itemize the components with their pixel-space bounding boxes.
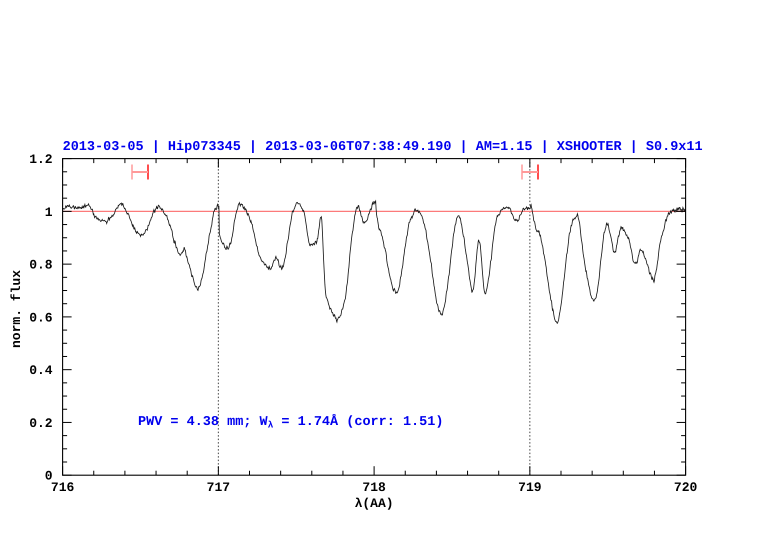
- svg-text:1: 1: [45, 205, 53, 220]
- svg-text:0.8: 0.8: [29, 258, 53, 273]
- svg-text:PWV = 4.38 mm; Wλ = 1.74Å (cor: PWV = 4.38 mm; Wλ = 1.74Å (corr: 1.51): [138, 413, 443, 431]
- svg-text:718: 718: [362, 480, 386, 495]
- svg-text:1.2: 1.2: [29, 152, 53, 167]
- svg-text:0: 0: [45, 469, 53, 484]
- svg-text:0.2: 0.2: [29, 416, 53, 431]
- svg-text:norm. flux: norm. flux: [9, 270, 24, 348]
- svg-text:717: 717: [207, 480, 230, 495]
- svg-text:720: 720: [674, 480, 698, 495]
- svg-text:0.6: 0.6: [29, 310, 53, 325]
- svg-text:2013-03-05 | Hip073345 | 2013-: 2013-03-05 | Hip073345 | 2013-03-06T07:3…: [63, 140, 703, 155]
- svg-text:λ(AA): λ(AA): [355, 496, 394, 511]
- svg-text:716: 716: [51, 480, 75, 495]
- svg-text:719: 719: [518, 480, 542, 495]
- svg-text:0.4: 0.4: [29, 363, 53, 378]
